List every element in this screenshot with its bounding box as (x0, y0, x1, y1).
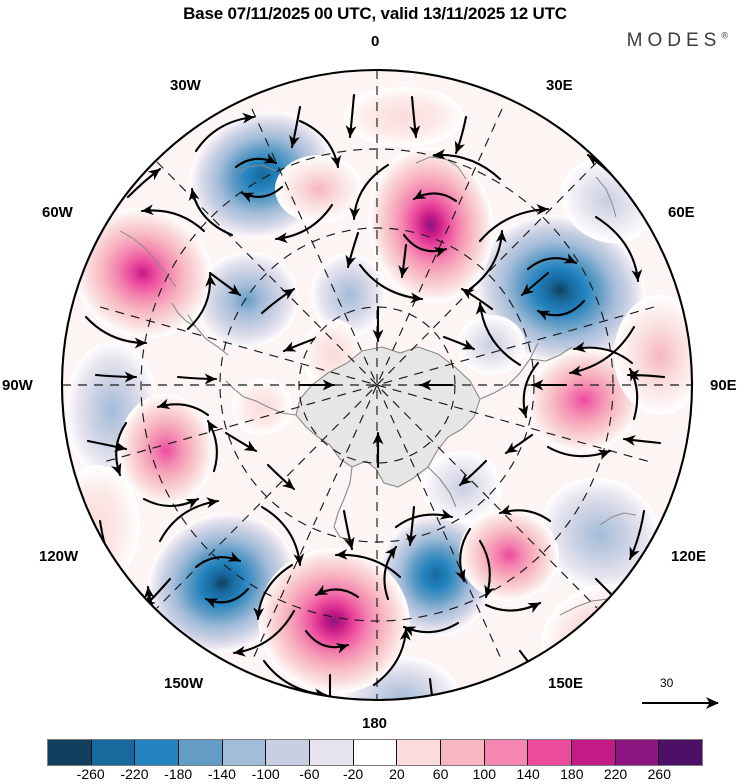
colorbar (47, 739, 703, 766)
wind-vector-field (71, 93, 666, 700)
anomaly-center-negative (457, 315, 525, 375)
colorbar-band (222, 740, 267, 765)
colorbar-tick: 180 (560, 766, 584, 782)
colorbar-tick: -220 (120, 766, 149, 782)
lon-label-150E: 150E (548, 675, 584, 692)
anomaly-center-positive (118, 394, 214, 506)
wind-vector-reference: 30 (640, 676, 736, 720)
anomaly-center-negative (195, 251, 299, 349)
colorbar-band (179, 740, 223, 765)
colorbar-band (48, 740, 92, 765)
colorbar-band (266, 740, 311, 765)
anomaly-center-positive (275, 155, 363, 223)
wind-scale-arrow-icon (642, 697, 719, 709)
colorbar-tick: 20 (389, 766, 405, 782)
colorbar-band (659, 740, 703, 765)
registered-mark-icon: ® (721, 30, 728, 41)
colorbar-tick: -260 (76, 766, 105, 782)
colorbar-tick: -180 (164, 766, 193, 782)
colorbar-band (91, 740, 136, 765)
colorbar-tick-labels: -260 -220 -180 -140 -100 -60 -20 20 60 1… (47, 766, 703, 784)
lon-label-60W: 60W (42, 204, 73, 221)
lon-label-30E: 30E (546, 77, 573, 94)
colorbar-band (572, 740, 616, 765)
anomaly-center-positive (526, 347, 642, 453)
colorbar-tick: 260 (647, 766, 671, 782)
colorbar-band (528, 740, 573, 765)
map-outer-boundary (60, 68, 694, 702)
colorbar-band (441, 740, 485, 765)
polar-map: 0 30E 60E 90E 120E 150E 180 150W 120W 90… (0, 33, 750, 732)
lon-label-120W: 120W (39, 548, 79, 565)
colorbar-tick: -140 (207, 766, 236, 782)
wind-scale-value: 30 (660, 676, 674, 690)
lon-label-90E: 90E (710, 377, 737, 394)
modes-logo: MODES® (627, 30, 728, 52)
lon-label-30W: 30W (170, 77, 201, 94)
lon-label-120E: 120E (671, 548, 707, 565)
lon-label-90W: 90W (2, 377, 33, 394)
anomaly-center-negative (422, 451, 502, 523)
colorbar-band (135, 740, 180, 765)
anomaly-center-positive (368, 147, 494, 303)
colorbar-tick: 60 (432, 766, 449, 782)
anomaly-center-positive (614, 295, 692, 415)
anomaly-center-positive (73, 207, 213, 339)
colorbar-band (615, 740, 660, 765)
anomaly-center-positive (258, 548, 410, 694)
colorbar-tick: 220 (603, 766, 628, 782)
lon-label-0: 0 (371, 33, 380, 50)
page-title: Base 07/11/2025 00 UTC, valid 13/11/2025… (183, 4, 567, 23)
colorbar-tick: 140 (516, 766, 540, 782)
anomaly-center-positive (459, 508, 559, 602)
lon-label-180: 180 (362, 715, 388, 732)
colorbar-tick: -60 (299, 766, 320, 782)
anomaly-center-positive (344, 87, 464, 147)
lon-label-150W: 150W (164, 675, 204, 692)
anomaly-center-positive (62, 465, 140, 585)
colorbar-tick: -100 (251, 766, 280, 782)
lon-label-60E: 60E (668, 204, 695, 221)
anomaly-center-negative (539, 477, 661, 593)
anomaly-center-positive (232, 379, 292, 435)
colorbar-tick: 100 (472, 766, 496, 782)
modes-logo-text: MODES (626, 30, 722, 51)
colorbar-band (353, 740, 398, 765)
colorbar-band (310, 740, 354, 765)
colorbar-band (397, 740, 442, 765)
colorbar-tick: -20 (342, 766, 364, 782)
colorbar-band (484, 740, 529, 765)
